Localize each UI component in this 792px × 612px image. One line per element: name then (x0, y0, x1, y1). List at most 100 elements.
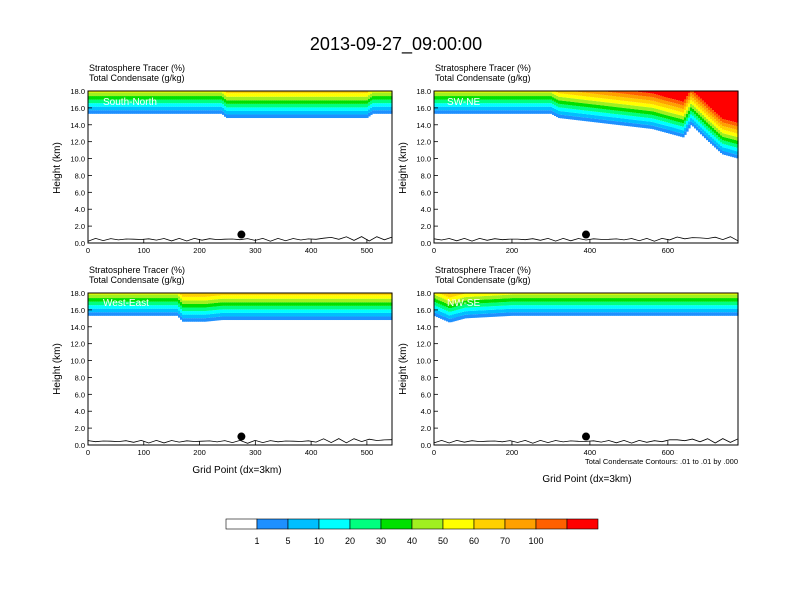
tracer-cell (534, 99, 537, 104)
tracer-cell (258, 114, 261, 119)
tracer-cell (156, 298, 159, 302)
tracer-cell (110, 92, 113, 97)
tracer-cell (178, 303, 181, 308)
tracer-cell (308, 305, 311, 310)
tracer-cell (174, 92, 177, 97)
tracer-cell (248, 93, 251, 97)
tracer-cell (522, 312, 525, 316)
tracer-cell (504, 312, 507, 317)
tracer-cell (314, 93, 317, 97)
tracer-cell (524, 96, 527, 100)
tracer-cell (460, 298, 463, 302)
tracer-cell (434, 96, 437, 100)
tracer-cell (340, 293, 343, 296)
tracer-cell (600, 298, 603, 302)
tracer-cell (260, 100, 263, 104)
tracer-cell (342, 309, 345, 313)
tracer-cell (142, 301, 145, 306)
tracer-cell (716, 138, 719, 143)
tracer-cell (128, 301, 131, 306)
tracer-cell (378, 312, 381, 317)
tracer-cell (246, 93, 249, 97)
tracer-cell (88, 92, 91, 97)
tracer-cell (438, 293, 441, 297)
tracer-cell (454, 96, 457, 100)
tracer-cell (256, 100, 259, 104)
tracer-cell (152, 96, 155, 100)
tracer-cell (246, 96, 249, 101)
tracer-cell (222, 312, 225, 317)
tracer-cell (348, 305, 351, 310)
tracer-cell (476, 314, 479, 318)
tracer-cell (236, 298, 239, 303)
tracer-cell (732, 135, 735, 140)
tracer-cell (700, 98, 703, 103)
tracer-cell-red (732, 91, 735, 122)
tracer-cell-red (726, 91, 729, 121)
tracer-cell (490, 110, 493, 114)
tracer-cell (134, 91, 137, 93)
tracer-cell (300, 103, 303, 108)
tracer-cell (370, 312, 373, 317)
tracer-cell (292, 298, 295, 303)
tracer-cell (582, 308, 585, 313)
tracer-cell (724, 126, 727, 131)
tracer-cell (612, 298, 615, 302)
y-tick-label: 8.0 (75, 373, 85, 382)
tracer-cell (364, 316, 367, 321)
tracer-cell (688, 100, 691, 104)
tracer-cell (310, 312, 313, 317)
tracer-cell (256, 309, 259, 313)
tracer-cell (576, 98, 579, 103)
tracer-cell (244, 100, 247, 104)
tracer-cell (588, 107, 591, 111)
tracer-cell (510, 305, 513, 309)
tracer-cell (272, 107, 275, 111)
tracer-cell (176, 305, 179, 309)
tracer-cell (520, 91, 523, 93)
tracer-cell (332, 312, 335, 317)
tracer-cell (298, 305, 301, 310)
tracer-cell (718, 129, 721, 134)
tracer-cell (584, 294, 587, 299)
tracer-cell (608, 308, 611, 313)
tracer-cell (250, 316, 253, 321)
tracer-cell (264, 114, 267, 119)
tracer-cell (452, 96, 455, 100)
figure-title: 2013-09-27_09:00:00 (310, 34, 482, 55)
tracer-cell (374, 316, 377, 321)
tracer-cell (92, 294, 95, 299)
tracer-cell (578, 95, 581, 100)
tracer-cell (714, 133, 717, 137)
tracer-cell (442, 99, 445, 104)
tracer-cell (376, 91, 379, 93)
tracer-cell (204, 106, 207, 111)
tracer-cell (618, 110, 621, 115)
tracer-cell (104, 305, 107, 309)
tracer-cell (438, 110, 441, 114)
tracer-cell (314, 293, 317, 296)
tracer-cell (532, 305, 535, 309)
tracer-cell (302, 293, 305, 296)
tracer-cell (368, 305, 371, 310)
tracer-cell (580, 113, 583, 118)
tracer-cell (208, 303, 211, 308)
tracer-cell (258, 316, 261, 321)
tracer-cell (704, 127, 707, 132)
tracer-cell (464, 96, 467, 100)
tracer-cell (254, 305, 257, 310)
tracer-cell (162, 308, 165, 313)
tracer-cell (304, 293, 307, 296)
tracer-cell (180, 302, 183, 306)
tracer-cell (516, 92, 519, 97)
tracer-cell (304, 305, 307, 310)
tracer-cell-red (696, 91, 699, 95)
tracer-cell (354, 298, 357, 303)
tracer-cell (212, 99, 215, 104)
tracer-cell (590, 91, 593, 94)
tracer-cell (722, 133, 725, 137)
tracer-cell (586, 301, 589, 306)
tracer-cell (486, 306, 489, 311)
tracer-cell (478, 296, 481, 300)
tracer-cell (586, 117, 589, 122)
